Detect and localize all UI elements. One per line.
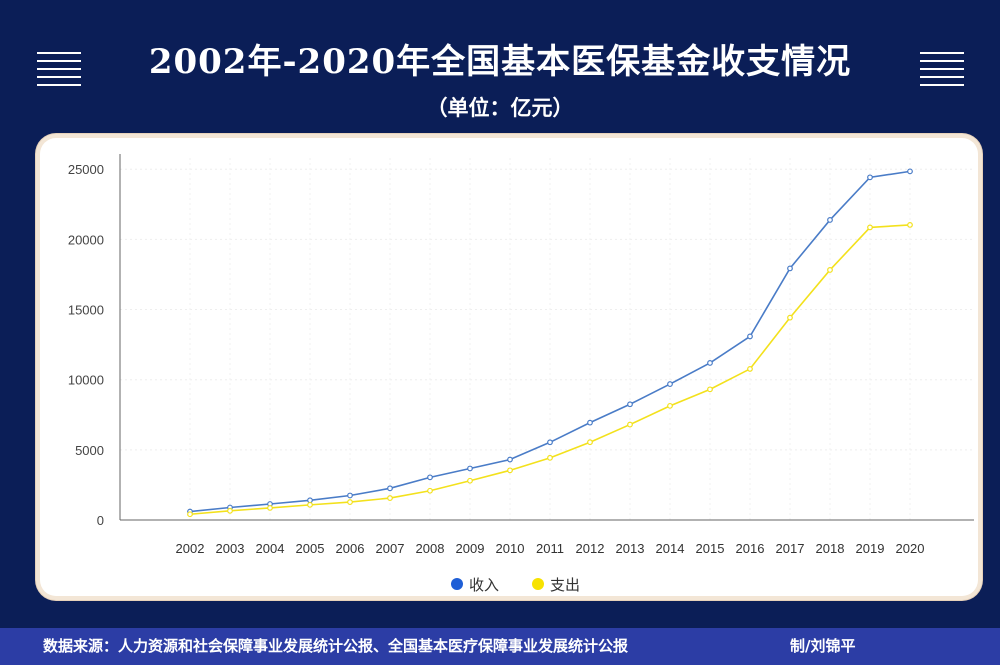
author-credit: 制/刘锦平	[790, 637, 856, 655]
x-tick-label: 2008	[416, 541, 445, 556]
data-point-expense	[787, 314, 793, 321]
data-point-expense	[867, 224, 873, 231]
y-tick-label: 20000	[68, 232, 104, 247]
y-tick-label: 5000	[75, 443, 104, 458]
data-point-income	[467, 465, 473, 472]
x-tick-label: 2015	[696, 541, 725, 556]
y-tick-label: 15000	[68, 303, 104, 318]
legend-marker-income	[451, 578, 463, 590]
data-point-income	[867, 174, 873, 181]
x-tick-label: 2010	[496, 541, 525, 556]
data-source: 数据来源：人力资源和社会保障事业发展统计公报、全国基本医疗保障事业发展统计公报	[43, 637, 629, 655]
x-tick-label: 2006	[336, 541, 365, 556]
legend-label-expense: 支出	[550, 576, 580, 594]
data-point-expense	[267, 505, 273, 511]
data-point-expense	[427, 487, 433, 494]
line-chart: 0 5000 10000 15000 20000 25000 2002 2003 2004 200…	[68, 154, 974, 594]
x-tick-label: 2017	[776, 541, 805, 556]
data-point-expense	[187, 511, 193, 518]
page-title: 2002年-2020年全国基本医保基金收支情况	[148, 42, 852, 82]
x-tick-label: 2003	[216, 541, 245, 556]
x-tick-label: 2011	[536, 541, 564, 556]
data-point-expense	[667, 402, 673, 409]
data-point-income	[347, 492, 353, 499]
data-point-expense	[347, 499, 353, 505]
data-point-income	[787, 265, 793, 272]
data-point-income	[627, 401, 633, 408]
x-tick-label: 2018	[816, 541, 845, 556]
x-tick-label: 2005	[296, 541, 325, 556]
data-point-expense	[627, 421, 633, 428]
x-tick-label: 2009	[456, 541, 485, 556]
data-point-expense	[507, 467, 513, 474]
data-point-income	[507, 456, 513, 463]
legend-marker-expense	[532, 578, 544, 590]
x-tick-label: 2002	[176, 541, 205, 556]
x-tick-label: 2020	[896, 541, 925, 556]
data-point-expense	[467, 477, 473, 484]
chart-card: 0 5000 10000 15000 20000 25000 2002 2003 2004 200…	[40, 138, 978, 596]
data-point-income	[547, 439, 553, 446]
x-tick-label: 2007	[376, 541, 405, 556]
y-tick-label: 25000	[68, 162, 104, 177]
data-point-income	[387, 485, 393, 492]
data-point-expense	[707, 386, 713, 393]
decorative-lines-right	[920, 52, 964, 92]
data-point-expense	[307, 501, 313, 508]
data-point-income	[907, 168, 913, 175]
decorative-lines-left	[37, 52, 81, 92]
data-point-expense	[547, 454, 553, 461]
data-point-income	[827, 217, 833, 223]
data-point-income	[707, 360, 713, 366]
legend-label-income: 收入	[469, 576, 499, 594]
x-tick-label: 2019	[856, 541, 885, 556]
data-point-income	[427, 474, 433, 481]
data-point-expense	[227, 507, 233, 514]
footer-bar: 数据来源：人力资源和社会保障事业发展统计公报、全国基本医疗保障事业发展统计公报 …	[0, 628, 1000, 665]
x-tick-label: 2012	[576, 541, 605, 556]
data-point-income	[307, 497, 313, 504]
data-point-income	[667, 381, 673, 387]
data-point-income	[747, 333, 753, 340]
x-tick-label: 2013	[616, 541, 645, 556]
data-point-expense	[387, 495, 393, 501]
data-point-expense	[587, 439, 593, 446]
y-tick-label: 0	[97, 513, 104, 528]
x-tick-label: 2004	[256, 541, 285, 556]
data-point-expense	[907, 221, 913, 228]
x-tick-label: 2016	[736, 541, 765, 556]
y-tick-label: 10000	[68, 373, 104, 388]
data-point-expense	[747, 366, 753, 372]
x-tick-label: 2014	[656, 541, 685, 556]
data-point-income	[587, 419, 593, 426]
data-point-expense	[827, 267, 833, 273]
unit-subtitle: （单位：亿元）	[426, 95, 574, 120]
